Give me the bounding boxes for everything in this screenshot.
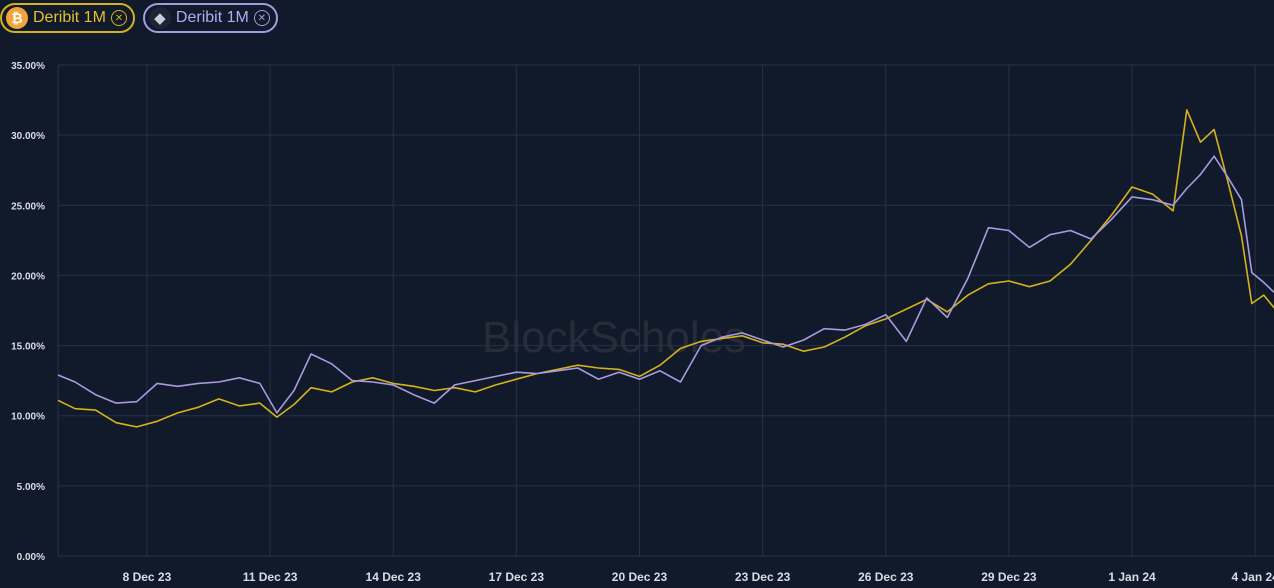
y-tick-label: 30.00% bbox=[11, 131, 45, 142]
x-tick-label: 26 Dec 23 bbox=[858, 570, 914, 584]
y-tick-label: 10.00% bbox=[11, 412, 45, 423]
y-tick-label: 20.00% bbox=[11, 271, 45, 282]
series-line-btc bbox=[57, 109, 1274, 428]
y-tick-label: 0.00% bbox=[17, 552, 45, 563]
series-line-eth bbox=[57, 155, 1274, 414]
x-tick-label: 14 Dec 23 bbox=[366, 570, 422, 584]
y-tick-label: 35.00% bbox=[11, 61, 45, 72]
x-tick-label: 29 Dec 23 bbox=[981, 570, 1037, 584]
ethereum-icon: ◆ bbox=[148, 7, 171, 29]
x-tick-label: 1 Jan 24 bbox=[1108, 570, 1156, 584]
legend-label-btc: Deribit 1M bbox=[33, 9, 106, 26]
close-icon[interactable]: ✕ bbox=[110, 10, 127, 26]
y-tick-label: 5.00% bbox=[17, 482, 45, 493]
x-axis: 8 Dec 23 11 Dec 23 14 Dec 23 17 Dec 23 20 De… bbox=[123, 570, 1274, 584]
x-tick-label: 20 Dec 23 bbox=[612, 570, 668, 584]
legend-pill-btc[interactable]: ₿ Deribit 1M ✕ bbox=[0, 3, 135, 33]
x-tick-label: 4 Jan 24 bbox=[1231, 570, 1274, 584]
legend-label-eth: Deribit 1M bbox=[175, 9, 249, 26]
legend: ₿ Deribit 1M ✕ ◆ Deribit 1M ✕ bbox=[0, 3, 278, 33]
bitcoin-icon: ₿ bbox=[6, 7, 28, 29]
x-tick-label: 8 Dec 23 bbox=[123, 570, 172, 584]
series-lines bbox=[57, 109, 1274, 428]
x-tick-label: 17 Dec 23 bbox=[489, 570, 545, 584]
x-tick-label: 23 Dec 23 bbox=[735, 570, 791, 584]
grid bbox=[57, 64, 1274, 557]
y-tick-label: 15.00% bbox=[11, 342, 45, 353]
close-icon[interactable]: ✕ bbox=[253, 10, 270, 26]
x-tick-label: 11 Dec 23 bbox=[243, 570, 298, 584]
y-tick-label: 25.00% bbox=[11, 201, 45, 212]
watermark: BlockScholes bbox=[482, 313, 746, 362]
legend-pill-eth[interactable]: ◆ Deribit 1M ✕ bbox=[142, 3, 278, 33]
y-axis: 35.00% 30.00% 25.00% 20.00% 15.00% 10.00% 5.00… bbox=[11, 61, 45, 563]
